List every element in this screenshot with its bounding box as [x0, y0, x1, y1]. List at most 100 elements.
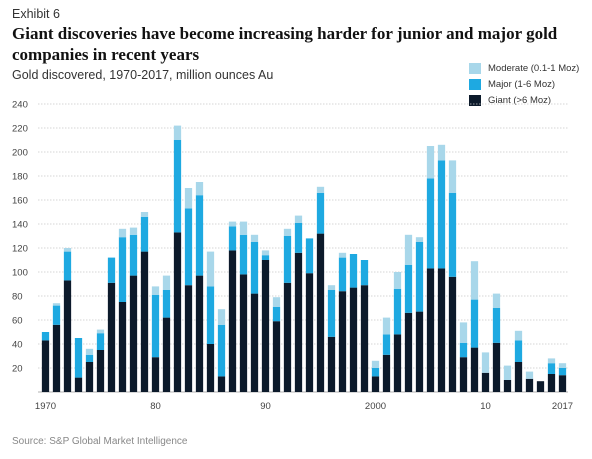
bar-giant-2006 [437, 268, 446, 392]
bar-giant-2009 [470, 347, 479, 392]
bar-giant-1977 [118, 302, 127, 392]
bar-giant-1972 [63, 280, 72, 392]
bar-major-1981 [162, 290, 171, 318]
y-tick-label-240: 240 [12, 100, 28, 111]
bar-moderate-2016 [547, 358, 556, 364]
bar-moderate-2014 [525, 371, 534, 379]
bar-giant-2012 [503, 380, 512, 392]
legend-item-moderate: Moderate (0.1-1 Moz) [469, 60, 579, 76]
bar-moderate-2007 [448, 160, 457, 193]
bar-major-2003 [404, 264, 413, 313]
bar-moderate-1991 [272, 297, 281, 307]
y-tick-label-80: 80 [12, 292, 23, 303]
bar-moderate-1989 [250, 234, 259, 242]
legend-item-giant: Giant (>6 Moz) [469, 92, 579, 108]
bar-moderate-2003 [404, 234, 413, 265]
y-tick-label-140: 140 [12, 220, 28, 231]
bar-giant-1986 [217, 376, 226, 392]
bar-giant-1994 [305, 273, 314, 392]
bar-major-1979 [140, 216, 149, 252]
bar-giant-1978 [129, 275, 138, 392]
bar-major-1984 [195, 195, 204, 276]
bar-major-1988 [239, 234, 248, 275]
bar-giant-1970 [41, 340, 50, 392]
x-tick-label-2017: 2017 [552, 401, 573, 412]
bar-moderate-2002 [393, 272, 402, 289]
bar-major-1993 [294, 222, 303, 253]
bar-moderate-1995 [316, 186, 325, 193]
bar-giant-1998 [349, 287, 358, 392]
bar-giant-2008 [459, 357, 468, 392]
bar-giant-1979 [140, 251, 149, 392]
x-tick-label-2000: 2000 [365, 401, 386, 412]
chart-legend: Moderate (0.1-1 Moz) Major (1-6 Moz) Gia… [469, 60, 579, 108]
bar-giant-2002 [393, 334, 402, 392]
y-tick-label-120: 120 [12, 244, 28, 255]
y-tick-label-40: 40 [12, 340, 23, 351]
bar-moderate-1977 [118, 228, 127, 238]
bar-giant-1988 [239, 274, 248, 392]
bar-major-1992 [283, 236, 292, 283]
bar-major-1973 [74, 338, 83, 378]
bar-moderate-2000 [371, 360, 380, 368]
bar-giant-1996 [327, 336, 336, 392]
bar-giant-1995 [316, 233, 325, 392]
bar-giant-2017 [558, 375, 567, 392]
y-tick-label-220: 220 [12, 124, 28, 135]
bar-giant-1976 [107, 282, 116, 392]
y-tick-label-20: 20 [12, 364, 23, 375]
exhibit-label: Exhibit 6 [12, 7, 60, 21]
bar-giant-1997 [338, 291, 347, 392]
bar-major-1980 [151, 294, 160, 358]
bar-giant-1985 [206, 344, 215, 392]
bar-giant-1973 [74, 377, 83, 392]
bar-giant-1999 [360, 285, 369, 392]
bar-major-1998 [349, 254, 358, 288]
bar-moderate-1980 [151, 286, 160, 295]
bar-giant-2011 [492, 342, 501, 392]
bar-major-1985 [206, 286, 215, 344]
bar-moderate-1997 [338, 252, 347, 258]
bar-major-1989 [250, 242, 259, 294]
bar-moderate-2017 [558, 363, 567, 368]
bar-moderate-1982 [173, 125, 182, 140]
source-note: Source: S&P Global Market Intelligence [12, 436, 188, 447]
bar-giant-1975 [96, 350, 105, 392]
bar-giant-1987 [228, 250, 237, 392]
bar-giant-1980 [151, 357, 160, 392]
bar-major-1978 [129, 234, 138, 276]
bar-giant-1983 [184, 285, 193, 392]
bar-giant-2014 [525, 378, 534, 392]
bar-major-2008 [459, 342, 468, 358]
bar-major-1982 [173, 140, 182, 233]
bar-moderate-1974 [85, 348, 94, 355]
bar-major-1983 [184, 208, 193, 286]
bar-moderate-1990 [261, 250, 270, 256]
bar-giant-2005 [426, 268, 435, 392]
bar-giant-2001 [382, 354, 391, 392]
bar-moderate-2001 [382, 317, 391, 335]
bar-moderate-1987 [228, 221, 237, 227]
bar-moderate-1979 [140, 212, 149, 217]
legend-label-giant: Giant (>6 Moz) [488, 94, 552, 106]
bar-moderate-2012 [503, 365, 512, 380]
bar-major-2006 [437, 160, 446, 269]
bar-moderate-1986 [217, 309, 226, 325]
bar-giant-2016 [547, 374, 556, 392]
bar-major-2016 [547, 363, 556, 374]
legend-item-major: Major (1-6 Moz) [469, 76, 579, 92]
bar-moderate-1996 [327, 285, 336, 290]
bar-major-1974 [85, 354, 94, 362]
bar-giant-2000 [371, 376, 380, 392]
bar-giant-1984 [195, 275, 204, 392]
bar-major-2011 [492, 308, 501, 343]
bar-major-1991 [272, 306, 281, 322]
chart-subtitle: Gold discovered, 1970-2017, million ounc… [12, 68, 274, 82]
bar-giant-1989 [250, 293, 259, 392]
bar-moderate-2004 [415, 237, 424, 242]
bar-moderate-2010 [481, 352, 490, 373]
x-tick-label-90: 90 [260, 401, 271, 412]
bar-major-2000 [371, 368, 380, 377]
bar-major-2002 [393, 288, 402, 335]
